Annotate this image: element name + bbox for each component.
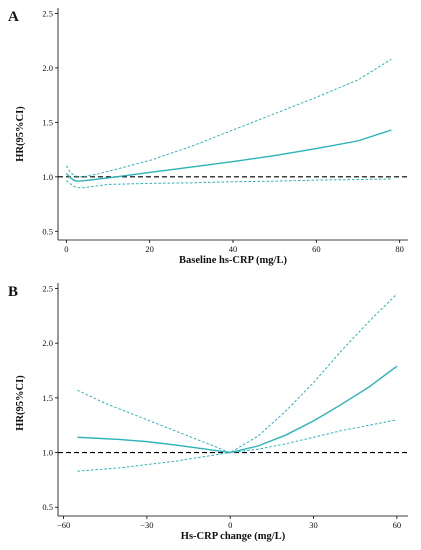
panel-a-x-tick-label: 40 xyxy=(229,244,238,254)
panel-b-plot: 0.5 1.0 1.5 2.0 2.5 −60 −30 0 30 60 xyxy=(42,283,408,530)
panel-b-y-tick-label: 0.5 xyxy=(42,502,53,512)
panel-b-y-tick-label: 2.0 xyxy=(42,338,53,348)
panel-b-x-tick-label: −60 xyxy=(57,520,70,530)
panel-b-y-tick-label: 2.5 xyxy=(42,283,53,293)
panel-b-upper-curve xyxy=(77,293,398,454)
panel-b-x-tick-label: 60 xyxy=(393,520,402,530)
panel-a-y-tick-label: 2.5 xyxy=(42,8,53,18)
panel-a-upper-curve xyxy=(65,58,392,178)
panel-a-y-tick-label: 0.5 xyxy=(42,226,53,236)
panel-b-letter: B xyxy=(8,284,18,300)
panel-a-x-tick-label: 80 xyxy=(395,244,404,254)
panel-a-estimate-curve xyxy=(65,129,392,182)
panel-b-x-tick-label: −30 xyxy=(140,520,153,530)
panel-b-lower-curve xyxy=(77,419,397,472)
panel-a-y-tick-label: 1.0 xyxy=(42,172,53,182)
panel-b-x-tick-label: 30 xyxy=(309,520,318,530)
panel-b-ylabel: HR(95%CI) xyxy=(15,375,26,431)
panel-a-x-tick-label: 20 xyxy=(145,244,154,254)
panel-a-x-tick-label: 0 xyxy=(64,244,68,254)
panel-b-x-tick-label: 0 xyxy=(228,520,232,530)
panel-a-letter: A xyxy=(8,9,19,25)
panel-b: B HR(95%CI) Hs-CRP change (mg/L) 0.5 1.0 1… xyxy=(8,283,408,542)
panel-a-lower-curve xyxy=(66,178,392,189)
panel-a-y-tick-label: 1.5 xyxy=(42,117,53,127)
panel-a-ylabel: HR(95%CI) xyxy=(15,106,26,162)
panel-a-plot: 0.5 1.0 1.5 2.0 2.5 0 20 40 60 80 xyxy=(42,8,408,254)
panel-a-xlabel: Baseline hs-CRP (mg/L) xyxy=(179,255,287,266)
panel-b-y-tick-label: 1.0 xyxy=(42,448,53,458)
panel-b-y-tick-label: 1.5 xyxy=(42,393,53,403)
panel-a: A HR(95%CI) Baseline hs-CRP (mg/L) 0.5 1.… xyxy=(8,8,408,266)
panel-a-y-tick-label: 2.0 xyxy=(42,63,53,73)
panel-b-estimate-curve xyxy=(77,365,398,454)
panel-b-xlabel: Hs-CRP change (mg/L) xyxy=(181,531,286,542)
panel-a-x-tick-label: 60 xyxy=(312,244,321,254)
